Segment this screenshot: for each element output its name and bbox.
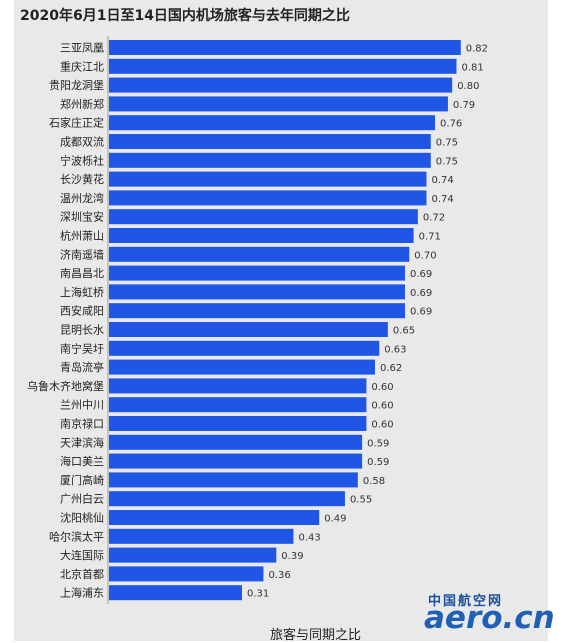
x-axis-label: 旅客与同期之比 [270,628,362,643]
category-label: 海口美兰 [60,454,104,468]
category-label: 上海浦东 [60,586,104,600]
category-label: 大连国际 [60,548,104,562]
category-label: 温州龙湾 [60,191,104,205]
value-label: 0.81 [461,62,483,73]
category-label: 上海虹桥 [60,285,104,299]
bar [109,340,380,356]
category-label: 三亚凤凰 [60,42,104,55]
bar [109,228,414,243]
watermark-text-en: aero.cn [424,600,555,636]
bar [109,209,418,225]
bar [109,40,461,55]
value-label: 0.60 [371,401,393,412]
value-label: 0.70 [414,250,436,261]
category-label: 兰州中川 [60,399,104,412]
bar [109,246,410,262]
category-label: 青岛流亭 [60,360,104,374]
watermark-text-cn: 中国航空网 [428,594,504,609]
bar [109,566,264,582]
value-label: 0.36 [268,570,290,581]
bar [109,77,453,93]
value-label: 0.79 [453,100,475,111]
bar [109,171,427,187]
bar [109,359,375,375]
value-label: 0.74 [431,175,453,186]
category-label: 重庆江北 [60,59,104,73]
category-label: 贵阳龙洞堡 [49,78,104,92]
bar [109,434,363,450]
bar [109,472,358,488]
value-label: 0.75 [436,156,458,167]
bar [109,134,431,149]
category-label: 成都双流 [60,135,104,149]
value-label: 0.59 [367,457,389,468]
bar [109,547,277,563]
category-label: 广州白云 [60,492,104,506]
category-label: 南宁吴圩 [60,341,104,355]
value-label: 0.82 [466,44,488,55]
category-label: 天津滨海 [60,435,104,449]
category-label: 郑州新郑 [60,97,104,111]
category-label: 石家庄正定 [49,116,104,130]
value-label: 0.69 [410,307,432,318]
category-label: 西安咸阳 [60,304,104,318]
value-label: 0.75 [436,138,458,149]
category-label: 昆明长水 [60,324,104,337]
category-label: 长沙黄花 [60,172,104,186]
bar [109,190,427,206]
value-label: 0.76 [440,119,462,130]
bar [109,378,367,394]
bar [109,416,367,431]
value-label: 0.60 [371,382,393,393]
bar [109,397,367,413]
value-label: 0.65 [393,326,415,337]
category-label: 济南遥墙 [60,247,104,261]
category-label: 杭州萧山 [60,229,104,243]
bar [109,303,406,319]
value-label: 0.74 [431,194,453,205]
value-label: 0.39 [281,551,303,562]
bar [109,491,345,507]
value-label: 0.58 [363,476,385,487]
value-label: 0.72 [423,213,445,224]
category-label: 哈尔滨太平 [49,529,104,543]
bar [109,152,431,168]
category-label: 宁波栎社 [60,153,104,167]
value-label: 0.63 [384,344,406,355]
bar [109,58,457,74]
category-label: 北京首都 [60,567,104,581]
value-label: 0.31 [247,589,269,600]
bar [109,510,320,525]
bar [109,528,294,544]
value-label: 0.71 [419,232,441,243]
category-label: 厦门高崎 [60,473,104,487]
chart-title: 2020年6月1日至14日国内机场旅客与去年同期之比 [20,8,350,24]
bar [109,453,363,469]
watermark-logo: 中国航空网 aero.cn [420,590,580,640]
category-label: 沈阳桃仙 [60,511,104,525]
value-label: 0.69 [410,288,432,299]
bar [109,96,448,112]
value-label: 0.49 [324,514,346,525]
bar [109,322,388,337]
category-label: 南昌昌北 [60,267,104,280]
value-label: 0.55 [350,495,372,506]
value-label: 0.62 [380,363,402,374]
value-label: 0.69 [410,269,432,280]
value-label: 0.60 [371,420,393,431]
bar [109,115,436,131]
bar [109,284,406,300]
value-label: 0.59 [367,438,389,449]
bar [109,585,242,601]
value-label: 0.43 [298,532,320,543]
category-label: 南京禄口 [60,417,104,431]
value-label: 0.80 [457,81,479,92]
category-label: 深圳宝安 [60,210,104,224]
category-label: 乌鲁木齐地窝堡 [27,379,104,393]
bar [109,265,406,281]
